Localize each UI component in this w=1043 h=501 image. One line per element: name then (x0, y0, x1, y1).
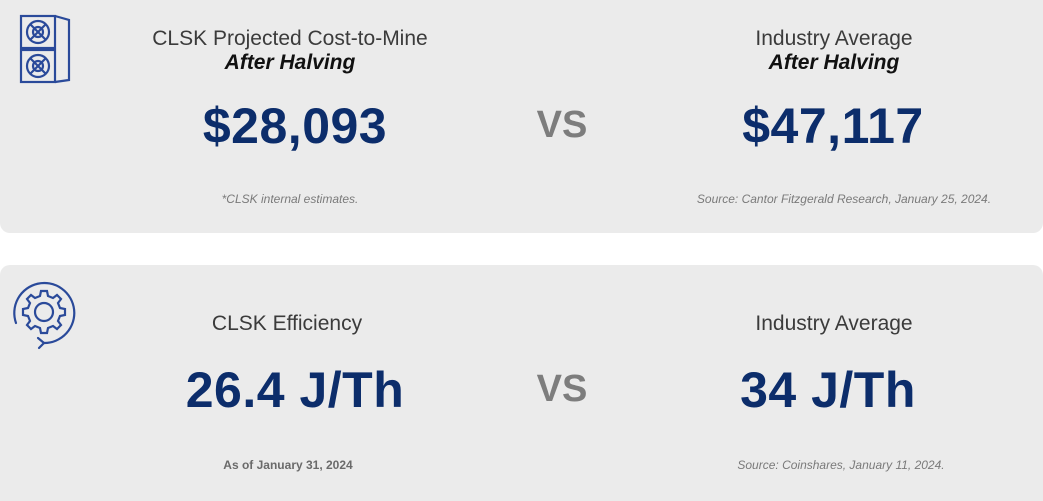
efficiency-card: CLSK Efficiency 26.4 J/Th As of January … (0, 265, 1043, 501)
industry-efficiency-value: 34 J/Th (740, 362, 916, 418)
industry-efficiency-label: Industry Average (755, 312, 913, 335)
clsk-efficiency-value: 26.4 J/Th (185, 362, 405, 418)
gear-cycle-icon (8, 281, 80, 351)
industry-cost-value: $47,117 (742, 98, 924, 154)
vs-label: VS (536, 368, 588, 410)
industry-cost-sublabel: After Halving (768, 51, 900, 74)
industry-cost-label: Industry Average (755, 27, 913, 50)
clsk-cost-note: *CLSK internal estimates. (221, 192, 359, 206)
industry-efficiency-note: Source: Coinshares, January 11, 2024. (737, 458, 945, 472)
industry-cost-note: Source: Cantor Fitzgerald Research, Janu… (696, 192, 992, 206)
clsk-cost-sublabel: After Halving (224, 51, 356, 74)
clsk-cost-label: CLSK Projected Cost-to-Mine (152, 27, 428, 50)
clsk-cost-value: $28,093 (202, 98, 388, 154)
cost-to-mine-card: CLSK Projected Cost-to-Mine After Halvin… (0, 0, 1043, 233)
clsk-efficiency-label: CLSK Efficiency (211, 312, 363, 335)
vs-label: VS (536, 104, 588, 146)
server-miner-icon (18, 12, 72, 84)
clsk-efficiency-note: As of January 31, 2024 (223, 458, 353, 472)
